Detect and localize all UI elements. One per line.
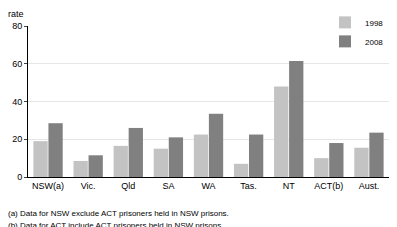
svg-text:(b) Data for ACT include ACT p: (b) Data for ACT include ACT prisoners h… bbox=[8, 221, 223, 227]
svg-text:ACT(b): ACT(b) bbox=[314, 181, 343, 191]
svg-text:40: 40 bbox=[12, 97, 22, 107]
svg-text:rate: rate bbox=[8, 9, 24, 19]
svg-text:NT: NT bbox=[283, 181, 295, 191]
svg-text:Aust.: Aust. bbox=[359, 181, 380, 191]
svg-text:60: 60 bbox=[12, 59, 22, 69]
svg-text:Tas.: Tas. bbox=[240, 181, 257, 191]
svg-text:(a) Data for NSW exclude ACT p: (a) Data for NSW exclude ACT prisoners h… bbox=[8, 209, 229, 218]
svg-text:20: 20 bbox=[12, 134, 22, 144]
svg-text:NSW(a): NSW(a) bbox=[32, 181, 64, 191]
svg-text:WA: WA bbox=[201, 181, 215, 191]
svg-text:Qld: Qld bbox=[121, 181, 135, 191]
svg-text:1998: 1998 bbox=[365, 19, 383, 28]
svg-text:80: 80 bbox=[12, 21, 22, 31]
svg-text:Vic.: Vic. bbox=[81, 181, 96, 191]
svg-text:2008: 2008 bbox=[365, 38, 383, 47]
svg-text:0: 0 bbox=[17, 172, 22, 182]
svg-text:SA: SA bbox=[162, 181, 174, 191]
